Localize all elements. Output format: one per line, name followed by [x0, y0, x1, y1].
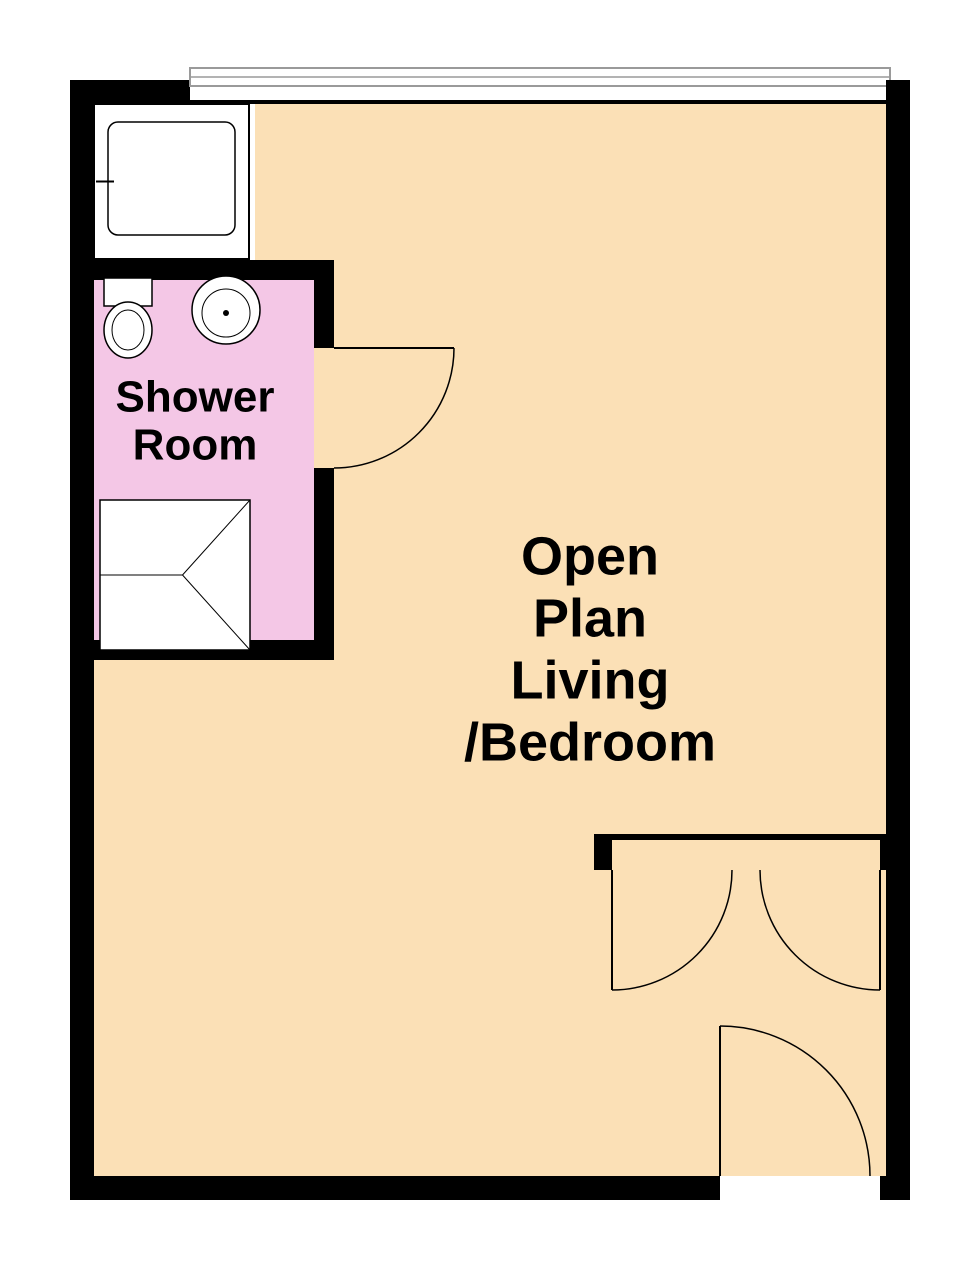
basin-drain	[223, 310, 229, 316]
window-sill	[190, 100, 890, 104]
living-room-label: Plan	[533, 588, 647, 648]
shower-wall-right-lower	[314, 468, 334, 660]
wall-bottom-right	[880, 1176, 910, 1200]
wall-bottom-left	[70, 1176, 720, 1200]
wall-right	[886, 80, 910, 1200]
wall-left	[70, 80, 94, 1200]
living-room-label: /Bedroom	[464, 712, 716, 772]
shower-wall-right-upper	[314, 260, 334, 348]
shower-room-label: Room	[133, 421, 258, 470]
living-room-label: Living	[511, 650, 670, 710]
living-room-label: Open	[521, 526, 659, 586]
closet-header	[594, 834, 898, 840]
shower-room-label: Shower	[116, 373, 275, 422]
shower-wall-top	[94, 260, 334, 280]
